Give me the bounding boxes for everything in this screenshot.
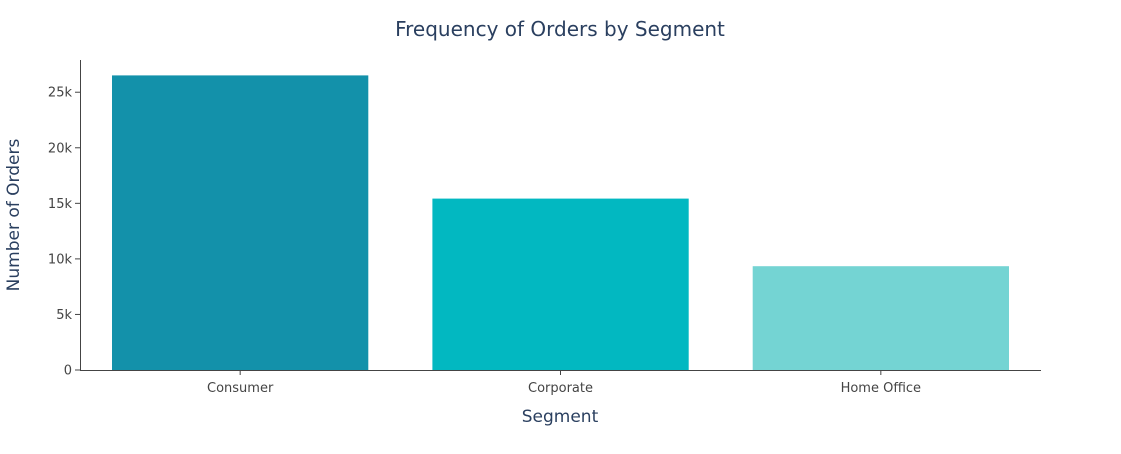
x-axis-ticks: Consumer Corporate Home Office (207, 370, 921, 396)
x-tick-label: Corporate (528, 381, 593, 396)
x-tick-label: Home Office (841, 381, 921, 396)
bar-consumer[interactable] (112, 75, 369, 371)
bar-home-office[interactable] (752, 266, 1009, 370)
y-tick-label: 5k (56, 308, 72, 323)
y-tick-label: 20k (48, 141, 73, 156)
y-tick-label: 0 (64, 364, 72, 379)
bars-layer (112, 75, 1009, 371)
y-axis-ticks: 0 5k 10k 15k 20k 25k (48, 86, 80, 379)
x-axis-title: Segment (522, 407, 599, 427)
y-tick-label: 25k (48, 86, 73, 101)
y-tick-label: 10k (48, 252, 73, 267)
y-axis-title: Number of Orders (4, 139, 24, 292)
x-tick-label: Consumer (207, 381, 274, 396)
y-tick-label: 15k (48, 197, 73, 212)
chart-title: Frequency of Orders by Segment (395, 17, 725, 41)
bar-corporate[interactable] (432, 198, 689, 370)
